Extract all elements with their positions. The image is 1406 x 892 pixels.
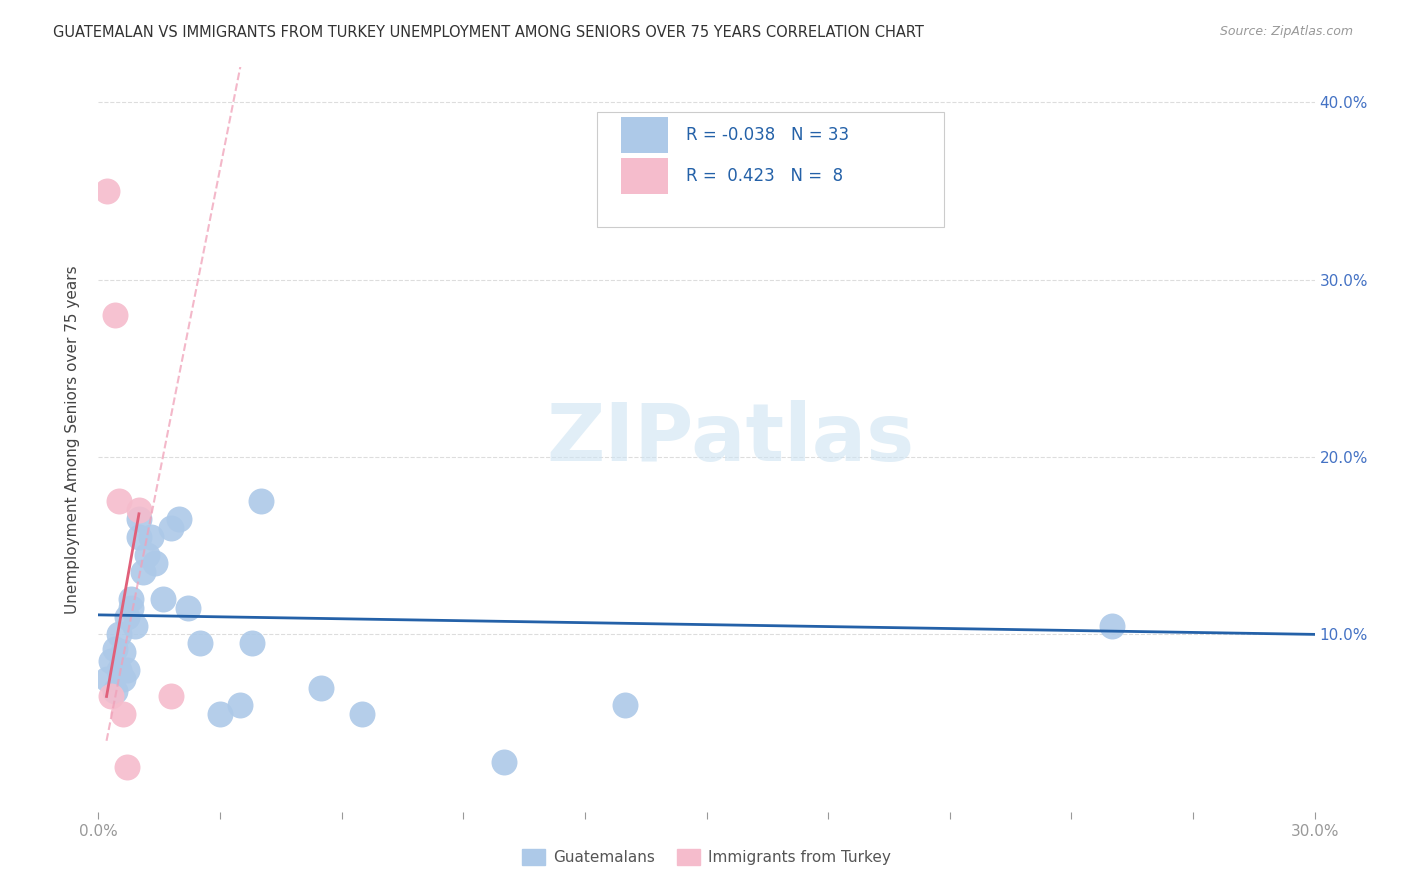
Text: R = -0.038   N = 33: R = -0.038 N = 33 [686,126,849,144]
Point [169,512,191,526]
Point [120,600,142,615]
Point [107,627,129,641]
Point [209,707,232,722]
Point [100,690,122,704]
Point [311,681,333,695]
Point [104,641,127,656]
Point [104,308,127,322]
Point [128,503,150,517]
Point [143,557,166,571]
Point [132,566,155,580]
Text: Source: ZipAtlas.com: Source: ZipAtlas.com [1219,25,1353,38]
Point [96,184,118,198]
Point [229,698,252,713]
Point [111,707,134,722]
Point [160,521,183,535]
Point [96,672,118,686]
Point [152,591,174,606]
Legend: Guatemalans, Immigrants from Turkey: Guatemalans, Immigrants from Turkey [516,843,897,871]
Point [115,663,138,677]
Point [249,494,271,508]
Point [350,707,373,722]
Point [128,530,150,544]
Point [128,512,150,526]
Point [176,600,198,615]
Point [242,636,264,650]
Point [492,755,515,769]
Bar [621,117,668,153]
Point [100,654,122,668]
Text: ZIPatlas: ZIPatlas [547,401,915,478]
Point [104,684,127,698]
Point [107,663,129,677]
Point [160,690,183,704]
FancyBboxPatch shape [598,112,943,227]
Point [1101,618,1123,632]
Point [115,760,138,774]
Point [120,591,142,606]
Point [139,530,162,544]
Point [188,636,211,650]
Bar [621,158,668,194]
Point [115,609,138,624]
Point [111,645,134,659]
Point [107,494,129,508]
Point [111,672,134,686]
Text: GUATEMALAN VS IMMIGRANTS FROM TURKEY UNEMPLOYMENT AMONG SENIORS OVER 75 YEARS CO: GUATEMALAN VS IMMIGRANTS FROM TURKEY UNE… [53,25,924,40]
Text: R =  0.423   N =  8: R = 0.423 N = 8 [686,167,844,185]
Point [124,618,146,632]
Y-axis label: Unemployment Among Seniors over 75 years: Unemployment Among Seniors over 75 years [65,265,80,614]
Point [614,698,637,713]
Point [136,548,159,562]
